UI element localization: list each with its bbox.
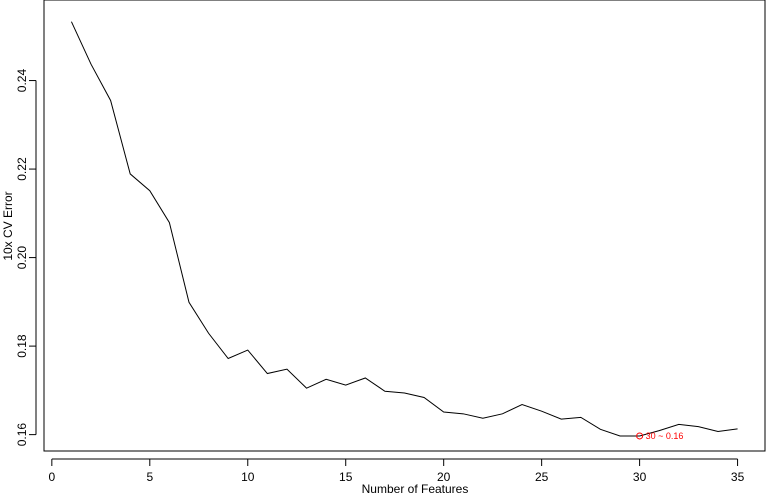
- x-tick-label: 25: [535, 470, 549, 484]
- x-tick-label: 35: [731, 470, 745, 484]
- min-error-marker: [636, 432, 644, 440]
- y-axis-title: 10x CV Error: [1, 191, 15, 260]
- x-tick-label: 0: [48, 470, 55, 484]
- y-tick-label: 0.20: [15, 246, 29, 270]
- x-tick-label: 15: [339, 470, 353, 484]
- x-axis-title: Number of Features: [362, 482, 469, 496]
- y-tick-label: 0.18: [15, 334, 29, 358]
- x-tick-label: 10: [241, 470, 255, 484]
- x-tick-label: 5: [146, 470, 153, 484]
- min-error-annotation: 30 ~ 0.16: [636, 431, 684, 441]
- plot-frame: [43, 0, 766, 452]
- y-tick-label: 0.16: [15, 423, 29, 447]
- x-tick-label: 30: [633, 470, 647, 484]
- y-tick-label: 0.22: [15, 157, 29, 181]
- cv-error-line: [70, 21, 738, 437]
- x-tick-label: 20: [437, 470, 451, 484]
- min-error-label: 30 ~ 0.16: [646, 431, 684, 441]
- y-axis: 0.16 0.18 0.20 0.22 0.24: [15, 69, 37, 447]
- y-tick-label: 0.24: [15, 69, 29, 93]
- x-axis: 0 5 10 15 20 25 30 35: [48, 458, 745, 484]
